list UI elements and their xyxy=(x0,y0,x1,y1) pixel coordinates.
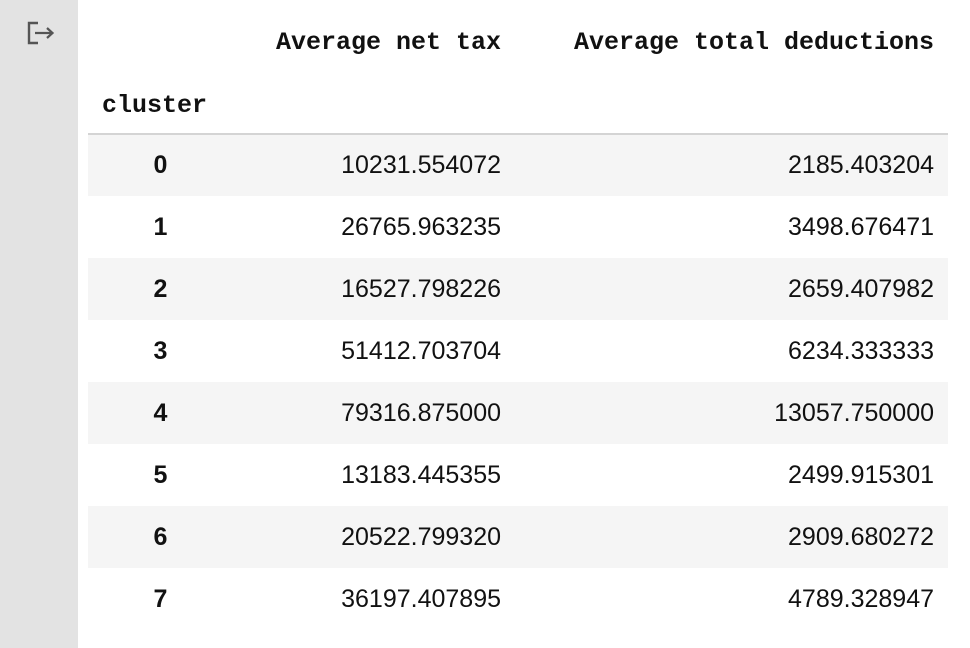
cell-deductions: 2909.680272 xyxy=(788,522,934,551)
cell-deductions: 13057.750000 xyxy=(774,398,934,427)
column-header-row: Average net tax Average total deductions xyxy=(88,0,948,84)
table-row: 6 20522.799320 2909.680272 xyxy=(88,506,948,568)
cell-deductions: 4789.328947 xyxy=(788,584,934,613)
row-index: 2 xyxy=(153,274,168,303)
row-index: 7 xyxy=(153,584,168,613)
table-row: 7 36197.407895 4789.328947 xyxy=(88,568,948,630)
cell-net-tax: 10231.554072 xyxy=(341,151,501,179)
index-name-blank xyxy=(233,84,515,135)
cell-net-tax: 26765.963235 xyxy=(341,212,501,241)
row-index: 4 xyxy=(153,398,168,427)
cell-net-tax: 79316.875000 xyxy=(341,398,501,427)
table-row: 2 16527.798226 2659.407982 xyxy=(88,258,948,320)
cell-net-tax: 51412.703704 xyxy=(341,336,501,365)
row-index: 1 xyxy=(153,212,168,241)
cell-net-tax: 20522.799320 xyxy=(341,522,501,551)
column-header-net-tax: Average net tax xyxy=(275,27,501,57)
cell-net-tax: 16527.798226 xyxy=(341,274,501,303)
row-index: 6 xyxy=(153,522,168,551)
table-row: 1 26765.963235 3498.676471 xyxy=(88,196,948,258)
cell-deductions: 2659.407982 xyxy=(788,274,934,303)
cell-deductions: 2499.915301 xyxy=(788,460,934,489)
dataframe-table: Average net tax Average total deductions… xyxy=(88,0,948,630)
cell-net-tax: 36197.407895 xyxy=(341,584,501,613)
index-name-blank xyxy=(515,84,948,135)
index-header-blank xyxy=(88,0,233,84)
cell-net-tax: 13183.445355 xyxy=(341,460,501,489)
index-name-header: cluster xyxy=(88,84,233,135)
row-index: 3 xyxy=(153,336,168,365)
table-row: 4 79316.875000 13057.750000 xyxy=(88,382,948,444)
table-row: 3 51412.703704 6234.333333 xyxy=(88,320,948,382)
cell-output-area: Average net tax Average total deductions… xyxy=(78,0,970,648)
output-redirect-icon[interactable] xyxy=(26,20,56,46)
cell-deductions: 2185.403204 xyxy=(788,151,934,179)
cell-deductions: 3498.676471 xyxy=(788,212,934,241)
row-index: 0 xyxy=(153,151,168,179)
index-name-row: cluster xyxy=(88,84,948,135)
cell-deductions: 6234.333333 xyxy=(788,336,934,365)
table-row: 5 13183.445355 2499.915301 xyxy=(88,444,948,506)
table-row: 0 10231.554072 2185.403204 xyxy=(88,134,948,196)
row-index: 5 xyxy=(153,460,168,489)
column-header-deductions: Average total deductions xyxy=(573,27,934,57)
cell-output-gutter xyxy=(0,0,78,648)
